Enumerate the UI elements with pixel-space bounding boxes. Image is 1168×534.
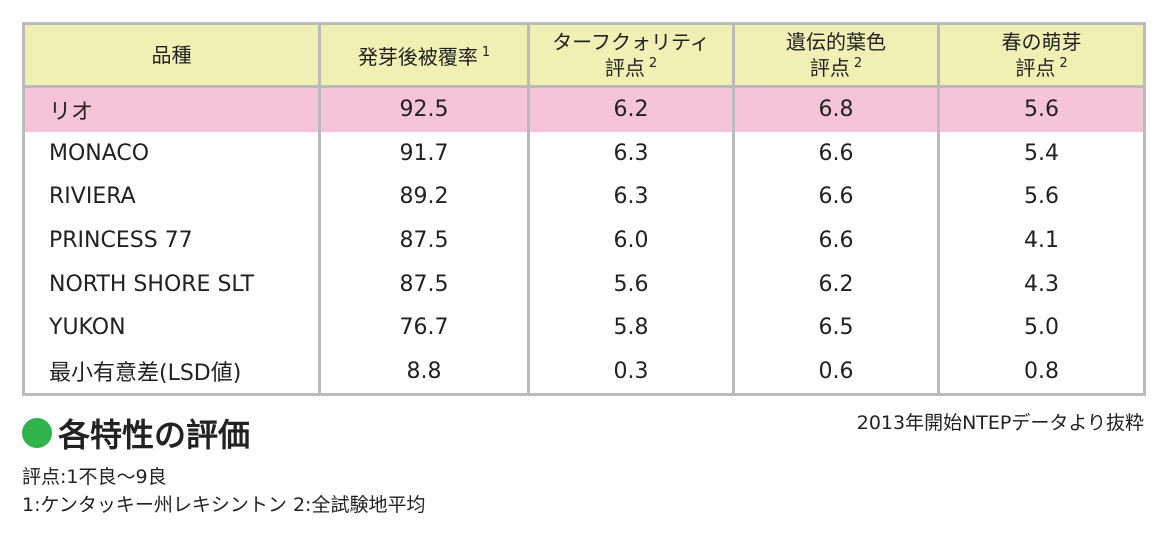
value-cell: 0.6 bbox=[732, 349, 940, 395]
variety-cell: NORTH SHORE SLT bbox=[22, 262, 321, 306]
footnote-mark: 2 bbox=[648, 56, 658, 71]
section-title: 各特性の評価 bbox=[22, 410, 250, 456]
value-cell: 5.6 bbox=[937, 86, 1146, 132]
value-cell: 0.3 bbox=[527, 349, 735, 395]
table-row: 最小有意差(LSD値) 8.8 0.3 0.6 0.8 bbox=[22, 349, 1146, 395]
value-cell: 87.5 bbox=[318, 218, 530, 263]
value-cell: 5.6 bbox=[937, 175, 1146, 219]
value-cell: 91.7 bbox=[318, 131, 530, 176]
table-row: MONACO 91.7 6.3 6.6 5.4 bbox=[22, 131, 1146, 176]
header-line: ターフクォリティ bbox=[530, 31, 732, 53]
header-text: 評点 bbox=[604, 56, 645, 80]
variety-cell: PRINCESS 77 bbox=[22, 218, 321, 263]
value-cell: 87.5 bbox=[318, 262, 530, 306]
table-row: YUKON 76.7 5.8 6.5 5.0 bbox=[22, 305, 1146, 350]
variety-cell: 最小有意差(LSD値) bbox=[22, 349, 321, 395]
value-cell: 0.8 bbox=[937, 349, 1146, 395]
header-text: 発芽後被覆率 bbox=[357, 45, 478, 69]
header-text: 遺伝的葉色 bbox=[786, 30, 886, 54]
value-cell: 5.8 bbox=[527, 305, 735, 350]
value-cell: 6.5 bbox=[732, 305, 940, 350]
header-text: 評点 bbox=[1015, 56, 1056, 80]
value-cell: 5.6 bbox=[527, 262, 735, 306]
value-cell: 4.3 bbox=[937, 262, 1146, 306]
title-text: 各特性の評価 bbox=[58, 416, 251, 454]
value-cell: 6.2 bbox=[732, 262, 940, 306]
bullet-icon bbox=[22, 418, 52, 448]
value-cell: 6.8 bbox=[732, 86, 940, 132]
header-cell: 品種 bbox=[22, 23, 321, 88]
header-line: 品種 bbox=[25, 44, 318, 66]
header-line: 遺伝的葉色 bbox=[735, 31, 937, 53]
variety-cell: YUKON bbox=[22, 305, 321, 350]
value-cell: 4.1 bbox=[937, 218, 1146, 263]
header-text: 春の萌芽 bbox=[1001, 30, 1082, 54]
table-row: RIVIERA 89.2 6.3 6.6 5.6 bbox=[22, 175, 1146, 219]
value-cell: 6.6 bbox=[732, 218, 940, 263]
header-cell: 発芽後被覆率 1 bbox=[318, 23, 530, 88]
header-cell: 春の萌芽 評点 2 bbox=[937, 23, 1146, 88]
value-cell: 5.4 bbox=[937, 131, 1146, 176]
header-text: 品種 bbox=[151, 43, 192, 67]
table-body: リオ 92.5 6.2 6.8 5.6 MONACO 91.7 6.3 6.6 5.4 RIVIER… bbox=[22, 86, 1146, 395]
value-cell: 6.6 bbox=[732, 131, 940, 176]
header-text: 評点 bbox=[809, 56, 850, 80]
value-cell: 92.5 bbox=[318, 86, 530, 132]
header-line: 発芽後被覆率 1 bbox=[321, 42, 527, 68]
value-cell: 89.2 bbox=[318, 175, 530, 219]
header-text: ターフクォリティ bbox=[552, 30, 710, 54]
evaluation-table: 品種 発芽後被覆率 1 ターフクォリティ 評点 2 遺伝的葉色 評点 2 春の萌芽 評点 2 リオ 92… bbox=[22, 22, 1146, 397]
note: 1:ケンタッキー州レキシントン 2:全試験地平均 bbox=[22, 494, 426, 516]
header-cell: 遺伝的葉色 評点 2 bbox=[732, 23, 940, 88]
value-cell: 8.8 bbox=[318, 349, 530, 395]
footnote-mark: 2 bbox=[1059, 56, 1068, 71]
header-cell: ターフクォリティ 評点 2 bbox=[527, 23, 735, 88]
variety-cell: RIVIERA bbox=[22, 175, 321, 219]
variety-cell: リオ bbox=[22, 86, 321, 132]
value-cell: 6.0 bbox=[527, 218, 735, 263]
value-cell: 6.3 bbox=[527, 175, 735, 219]
source-note: 2013年開始NTEPデータより抜粋 bbox=[856, 412, 1144, 434]
value-cell: 5.0 bbox=[937, 305, 1146, 350]
header-line: 評点 2 bbox=[940, 53, 1143, 79]
value-cell: 6.2 bbox=[527, 86, 735, 132]
table-row: NORTH SHORE SLT 87.5 5.6 6.2 4.3 bbox=[22, 262, 1146, 306]
value-cell: 6.3 bbox=[527, 131, 735, 176]
header-line: 評点 2 bbox=[530, 53, 732, 79]
table-row: リオ 92.5 6.2 6.8 5.6 bbox=[22, 86, 1146, 132]
header-line: 春の萌芽 bbox=[940, 31, 1143, 53]
footnote-mark: 1 bbox=[481, 45, 491, 60]
variety-cell: MONACO bbox=[22, 131, 321, 176]
table-row: PRINCESS 77 87.5 6.0 6.6 4.1 bbox=[22, 218, 1146, 263]
header-line: 評点 2 bbox=[735, 53, 937, 79]
footnote-mark: 2 bbox=[853, 56, 863, 71]
note: 評点:1不良〜9良 bbox=[22, 466, 167, 488]
header-row: 品種 発芽後被覆率 1 ターフクォリティ 評点 2 遺伝的葉色 評点 2 春の萌芽 評点 2 bbox=[22, 23, 1146, 88]
value-cell: 76.7 bbox=[318, 305, 530, 350]
value-cell: 6.6 bbox=[732, 175, 940, 219]
